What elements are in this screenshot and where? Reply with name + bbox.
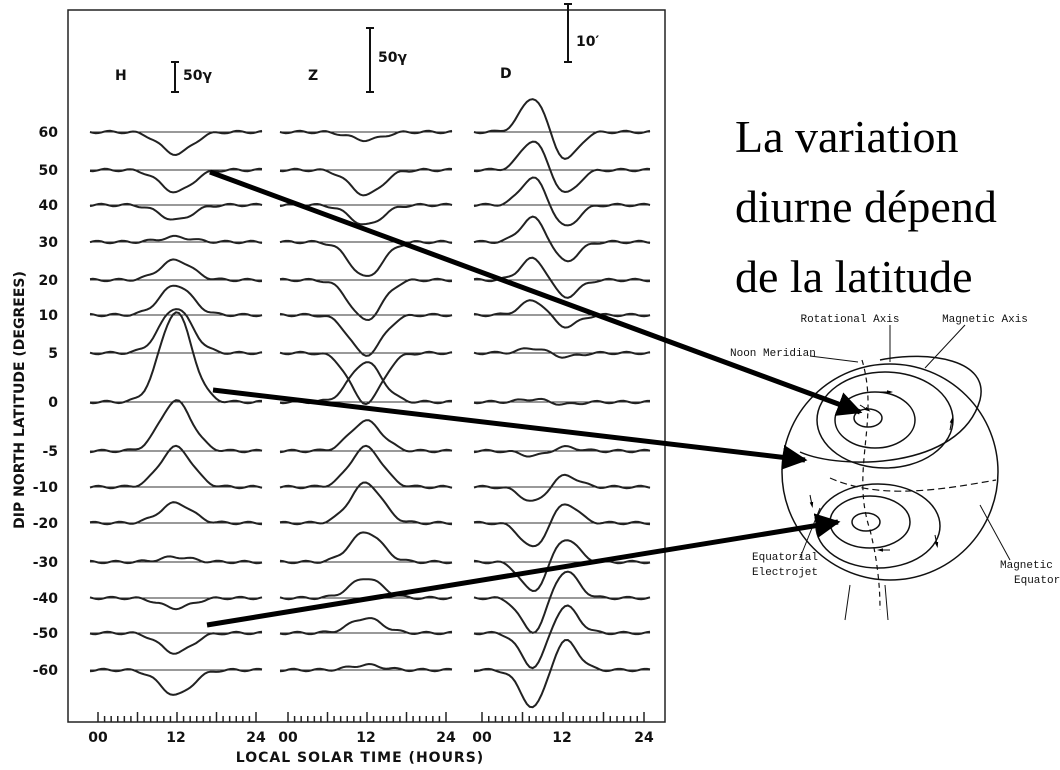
variation-curve — [473, 539, 651, 593]
variation-curve — [279, 277, 453, 322]
time-label: 24 — [246, 730, 266, 746]
time-label: 12 — [552, 730, 571, 746]
variation-curve — [279, 239, 453, 277]
variation-curve — [473, 215, 651, 263]
variation-curve — [89, 555, 263, 565]
variation-curve — [279, 578, 453, 601]
variation-curve — [473, 347, 651, 359]
latitude-label: 0 — [48, 395, 58, 411]
variation-curve — [279, 531, 453, 565]
globe-label: Equator — [1014, 575, 1060, 587]
time-label: 12 — [166, 730, 185, 746]
variation-curve — [279, 444, 453, 490]
variation-curve — [89, 667, 263, 696]
scale-label: 10′ — [576, 34, 599, 50]
variation-curve — [473, 444, 651, 458]
x-axis-label: LOCAL SOLAR TIME (HOURS) — [236, 750, 484, 766]
globe-label: Noon Meridian — [730, 348, 816, 360]
scale-label: 50γ — [378, 50, 407, 66]
latitude-label: 5 — [48, 346, 58, 362]
variation-curve — [279, 361, 452, 405]
variation-curve — [89, 167, 263, 194]
variation-curve — [473, 638, 651, 709]
component-label: Z — [308, 68, 318, 84]
latitude-label: -50 — [33, 626, 59, 642]
variation-curve — [279, 350, 453, 406]
globe-label: Equatorial — [752, 552, 818, 564]
caption-line: de la latitude — [735, 251, 973, 302]
latitude-label: 60 — [39, 125, 59, 141]
variation-curve — [473, 98, 651, 160]
variation-curve — [279, 202, 453, 226]
variation-curve — [89, 234, 263, 245]
globe-label: Electrojet — [752, 567, 818, 579]
variation-curve — [89, 311, 262, 405]
latitude-label: 30 — [39, 235, 59, 251]
time-label: 24 — [436, 730, 456, 746]
variation-curve — [279, 617, 453, 636]
latitude-label: 20 — [39, 273, 59, 289]
latitude-label: -20 — [33, 516, 59, 532]
variation-curve — [89, 202, 263, 221]
variation-curve — [89, 399, 263, 454]
variation-curve — [473, 503, 651, 548]
caption-line: diurne dépend — [735, 181, 997, 232]
variation-curve — [279, 481, 453, 526]
latitude-label: -5 — [42, 444, 58, 460]
variation-curve — [89, 444, 263, 490]
variation-curve — [279, 129, 453, 143]
time-label: 00 — [278, 730, 298, 746]
latitude-label: -60 — [33, 663, 59, 679]
variation-curve — [279, 419, 453, 454]
time-label: 24 — [634, 730, 654, 746]
variation-curve — [279, 312, 453, 357]
variation-curve — [473, 473, 651, 502]
globe-label: Magnetic Dip — [1000, 560, 1060, 572]
latitude-label: 40 — [39, 198, 59, 214]
variation-curve — [279, 167, 453, 197]
variation-curve — [279, 662, 453, 673]
variation-curve — [473, 299, 651, 329]
time-label: 00 — [472, 730, 492, 746]
latitude-label: 10 — [39, 308, 59, 324]
time-label: 00 — [88, 730, 108, 746]
scale-label: 50γ — [183, 68, 212, 84]
variation-curve — [473, 570, 651, 634]
variation-curve — [473, 256, 651, 299]
variation-curve — [89, 258, 263, 283]
globe-label: Rotational Axis — [800, 314, 899, 326]
latitude-label: -10 — [33, 480, 59, 496]
globe — [781, 324, 1011, 621]
variation-curve — [473, 140, 651, 194]
component-label: H — [115, 68, 127, 84]
globe-label: Magnetic Axis — [942, 314, 1028, 326]
y-axis-label: DIP NORTH LATITUDE (DEGREES) — [12, 271, 28, 529]
variation-curve — [89, 501, 263, 526]
time-label: 12 — [356, 730, 375, 746]
figure-frame — [67, 9, 666, 723]
variation-curve — [473, 604, 651, 670]
variation-curve — [89, 129, 263, 157]
caption-line: La variation — [735, 111, 959, 162]
latitude-label: -30 — [33, 555, 59, 571]
arrows — [206, 169, 863, 628]
variation-curve — [89, 630, 263, 655]
component-label: D — [500, 66, 512, 82]
latitude-label: 50 — [39, 163, 59, 179]
variation-curve — [473, 176, 651, 227]
variation-curve — [473, 397, 650, 406]
variation-curve — [89, 595, 263, 611]
latitude-label: -40 — [33, 591, 59, 607]
variation-curve — [89, 284, 263, 318]
variation-curve — [89, 308, 263, 356]
